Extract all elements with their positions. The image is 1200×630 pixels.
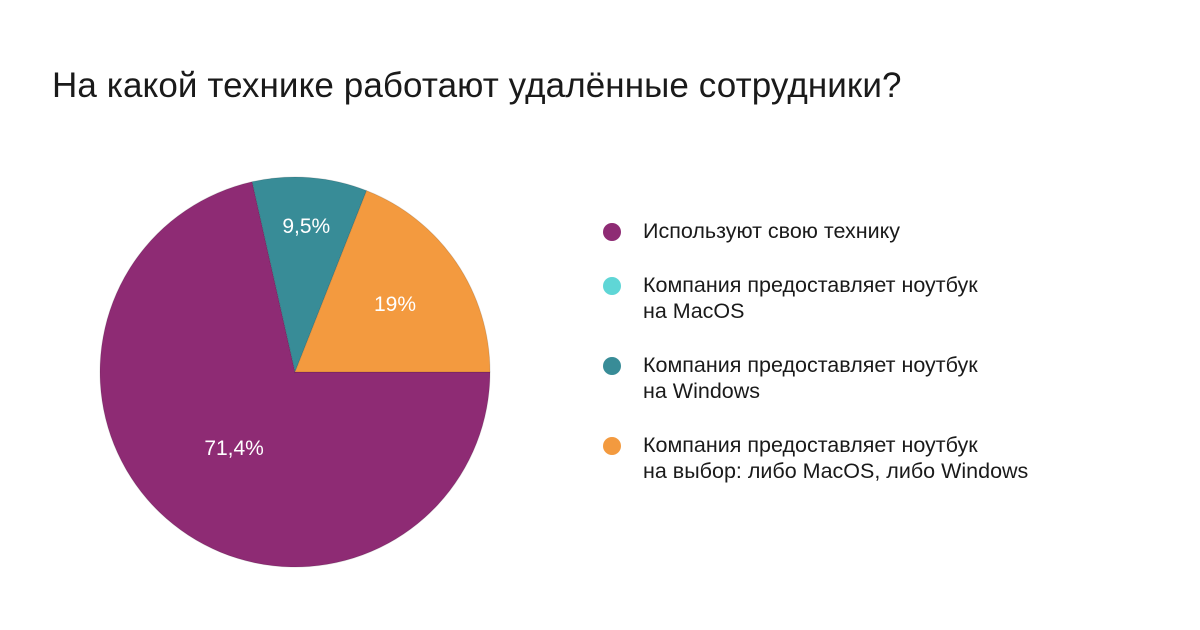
- pie-chart: 71,4% 9,5% 19%: [90, 170, 500, 580]
- pie-slice-0: [99, 181, 491, 568]
- legend-label: Компания предоставляет ноутбук на Window…: [643, 353, 978, 403]
- legend-item-0: Используют свою технику: [603, 218, 1163, 244]
- chart-title: На какой технике работают удалённые сотр…: [52, 66, 902, 105]
- pie-slice-label-0: 71,4%: [204, 437, 264, 460]
- pie-slice-label-3: 19%: [374, 293, 416, 316]
- legend-dot-icon: [603, 437, 621, 455]
- chart-legend: Используют свою технику Компания предоста…: [603, 218, 1163, 484]
- legend-dot-icon: [603, 357, 621, 375]
- pie-chart-svg: 71,4% 9,5% 19%: [99, 176, 491, 568]
- legend-dot-icon: [603, 277, 621, 295]
- pie-slice-label-2: 9,5%: [282, 215, 330, 238]
- pie-slice-2: [251, 176, 368, 374]
- legend-label: Используют свою технику: [643, 219, 901, 243]
- legend-item-2: Компания предоставляет ноутбук на Window…: [603, 352, 1163, 404]
- legend-label: Компания предоставляет ноутбук на MacOS: [643, 273, 978, 323]
- legend-item-3: Компания предоставляет ноутбук на выбор:…: [603, 432, 1163, 484]
- legend-label: Компания предоставляет ноутбук на выбор:…: [643, 433, 1029, 483]
- legend-dot-icon: [603, 223, 621, 241]
- pie-slice-3: [294, 189, 491, 373]
- legend-item-1: Компания предоставляет ноутбук на MacOS: [603, 272, 1163, 324]
